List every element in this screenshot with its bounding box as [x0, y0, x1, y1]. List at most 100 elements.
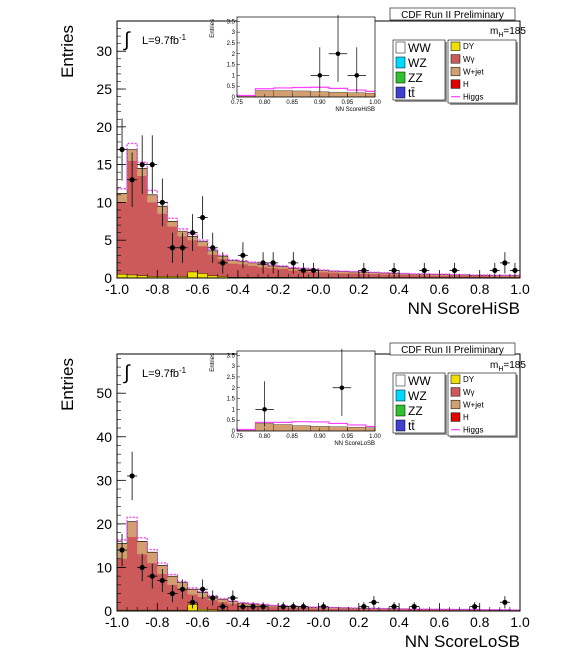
- legend-label: H: [463, 413, 469, 422]
- inset-data-marker: [335, 51, 341, 57]
- inset-y-tick-label: 3.5: [227, 19, 236, 25]
- data-marker: [220, 260, 226, 266]
- inset-y-tick-label: 0.5: [227, 418, 236, 424]
- legend-label: WZ: [408, 389, 427, 403]
- x-axis-title: NN ScoreLoSB: [405, 632, 520, 651]
- legend-label: Wγ: [463, 55, 475, 64]
- legend-swatch: [395, 41, 406, 54]
- inset-bar: [273, 90, 293, 98]
- inset-x-axis-title: NN ScoreHiSB: [335, 107, 375, 113]
- x-tick-label: -0.0: [306, 614, 330, 630]
- legend-swatch: [450, 399, 461, 410]
- data-marker: [149, 162, 155, 168]
- x-tick-label: 1.0: [510, 614, 530, 630]
- legend-label: WZ: [408, 56, 427, 70]
- x-tick-label: 0.4: [389, 614, 409, 630]
- data-point: [409, 602, 420, 611]
- x-tick-label: -0.2: [266, 281, 290, 297]
- inset-y-tick-label: 1: [232, 407, 236, 413]
- inset-y-tick-label: 2.5: [227, 375, 236, 381]
- inset-x-tick-label: 0.80: [259, 100, 271, 106]
- inset-x-tick-label: 1.00: [369, 100, 381, 106]
- luminosity-label: ∫ L=9.7fb-1: [123, 29, 187, 51]
- legend-swatch: [450, 54, 461, 64]
- y-axis-title: Entries: [58, 25, 77, 78]
- data-marker: [179, 586, 186, 592]
- data-point: [358, 602, 369, 611]
- inset-frame: [236, 350, 376, 432]
- x-tick-label: 1.0: [510, 281, 530, 297]
- data-marker: [492, 267, 498, 274]
- legend-swatch: [450, 41, 461, 51]
- chart-panel-1: -1.0 -0.8 -0.6 -0.4 -0.2 -0.0 0.2 0.4 0.6 0.8 1.00…: [58, 7, 530, 318]
- data-marker: [240, 604, 246, 610]
- inset-y-tick-label: 3.5: [227, 353, 236, 359]
- luminosity-text: L=9.7fb-1: [142, 33, 187, 47]
- luminosity-text: L=9.7fb-1: [142, 366, 187, 380]
- legend-swatch: [395, 419, 406, 432]
- inset-x-tick-label: 0.85: [286, 100, 298, 106]
- inset-x-tick-label: 0.95: [342, 434, 354, 440]
- data-marker: [310, 267, 317, 274]
- legend-label: H: [463, 80, 469, 89]
- data-point: [449, 262, 460, 278]
- data-marker: [200, 214, 206, 221]
- x-tick-label: -0.0: [306, 281, 330, 297]
- x-tick-label: 0.8: [470, 281, 490, 297]
- data-point: [137, 135, 148, 194]
- y-tick-label: 0: [104, 270, 112, 286]
- legend-label: tt̄: [408, 419, 415, 433]
- legend-swatch: [395, 56, 406, 69]
- data-point: [499, 596, 510, 609]
- x-tick-label: 0.2: [349, 281, 369, 297]
- data-point: [167, 584, 178, 603]
- y-axis-title: Entries: [58, 358, 77, 411]
- y-tick-label: 20: [96, 119, 112, 135]
- legend-label: Wγ: [463, 388, 475, 397]
- x-tick-label: 0.2: [349, 614, 369, 630]
- data-point: [197, 579, 208, 599]
- chart-panel-2: -1.0 -0.8 -0.6 -0.4 -0.2 -0.0 0.2 0.4 0.6 0.8 1.00…: [58, 342, 530, 651]
- x-axis-title: NN ScoreHiSB: [408, 299, 520, 318]
- data-marker: [240, 252, 246, 258]
- data-marker: [220, 604, 226, 610]
- inset-bar: [347, 92, 366, 98]
- data-marker: [300, 267, 306, 274]
- inset-bar: [347, 426, 366, 432]
- inset-data-marker: [262, 407, 267, 412]
- data-point: [127, 451, 138, 501]
- legend-label: W+jet: [463, 67, 484, 76]
- data-marker: [169, 590, 176, 597]
- data-point: [217, 602, 228, 611]
- legend-label: WW: [408, 41, 431, 55]
- data-point: [258, 602, 269, 611]
- legend-label: WW: [408, 374, 431, 388]
- y-tick-label: 50: [96, 385, 112, 401]
- legend-swatch: [395, 374, 406, 387]
- data-marker: [502, 599, 508, 605]
- data-marker: [129, 177, 135, 183]
- data-marker: [119, 547, 125, 553]
- legend-swatch: [395, 71, 406, 84]
- data-marker: [189, 599, 196, 605]
- inset-y-tick-label: 3: [232, 364, 236, 370]
- data-marker: [169, 245, 176, 251]
- hist-higgs-signal: [117, 516, 520, 611]
- legend-label: W+jet: [463, 400, 484, 409]
- legend-swatch: [395, 389, 406, 402]
- inset-x-axis-title: NN ScoreLoSB: [334, 441, 375, 447]
- inset-x-tick-label: 0.90: [314, 434, 326, 440]
- y-tick-label: 30: [96, 472, 112, 488]
- data-point: [298, 602, 309, 611]
- inset-x-tick-label: 0.75: [231, 434, 243, 440]
- data-point: [318, 602, 329, 611]
- legend-swatch: [395, 86, 406, 99]
- legend-backgrounds-right: DY Wγ W+jet H Higgs: [447, 372, 518, 438]
- inset-bar: [292, 90, 311, 98]
- legend-swatch: [450, 79, 461, 89]
- inset-x-tick-label: 0.75: [231, 100, 243, 106]
- data-point: [288, 602, 299, 611]
- inset-y-tick-label: 2: [232, 52, 236, 58]
- integral-sign: ∫: [123, 362, 131, 384]
- inset-frame: [236, 16, 376, 98]
